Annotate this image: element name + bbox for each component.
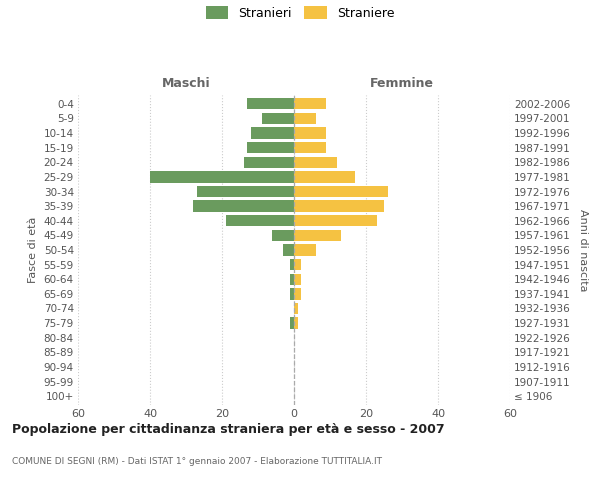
Text: Femmine: Femmine (370, 77, 434, 90)
Bar (294, 244, 316, 256)
Text: COMUNE DI SEGNI (RM) - Dati ISTAT 1° gennaio 2007 - Elaborazione TUTTITALIA.IT: COMUNE DI SEGNI (RM) - Dati ISTAT 1° gen… (12, 458, 382, 466)
Bar (294, 186, 388, 197)
Y-axis label: Fasce di età: Fasce di età (28, 217, 38, 283)
Legend: Stranieri, Straniere: Stranieri, Straniere (206, 6, 394, 20)
Bar (226, 215, 294, 226)
Text: Popolazione per cittadinanza straniera per età e sesso - 2007: Popolazione per cittadinanza straniera p… (12, 422, 445, 436)
Bar (294, 142, 326, 154)
Bar (272, 230, 294, 241)
Bar (247, 142, 294, 154)
Bar (294, 288, 301, 300)
Bar (290, 318, 294, 329)
Bar (294, 128, 326, 138)
Bar (150, 171, 294, 182)
Bar (294, 200, 384, 212)
Bar (294, 318, 298, 329)
Bar (294, 112, 316, 124)
Bar (294, 274, 301, 285)
Bar (244, 156, 294, 168)
Bar (283, 244, 294, 256)
Bar (294, 215, 377, 226)
Bar (251, 128, 294, 138)
Bar (294, 156, 337, 168)
Bar (294, 230, 341, 241)
Text: Maschi: Maschi (161, 77, 211, 90)
Bar (294, 259, 301, 270)
Bar (294, 98, 326, 110)
Bar (294, 303, 298, 314)
Bar (247, 98, 294, 110)
Bar (294, 171, 355, 182)
Bar (290, 274, 294, 285)
Bar (290, 288, 294, 300)
Y-axis label: Anni di nascita: Anni di nascita (578, 209, 587, 291)
Bar (193, 200, 294, 212)
Bar (290, 259, 294, 270)
Bar (197, 186, 294, 197)
Bar (262, 112, 294, 124)
